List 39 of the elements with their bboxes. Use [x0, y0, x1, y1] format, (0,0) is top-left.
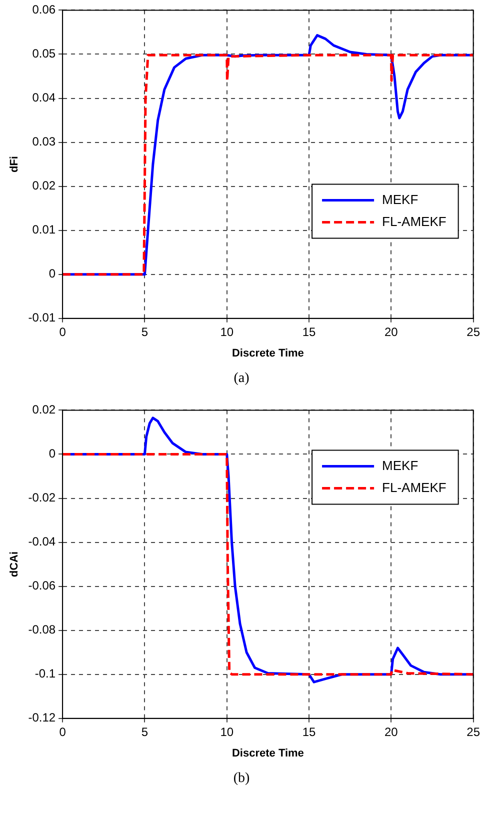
y-tick-label: -0.01 [28, 310, 56, 325]
y-tick-label: 0 [48, 266, 56, 281]
line-series [62, 452, 474, 676]
y-tick-label: 0 [48, 446, 56, 461]
y-tick-label: 0.02 [32, 402, 56, 417]
y-tick-label: -0.08 [28, 622, 56, 637]
x-tick-label: 25 [466, 324, 480, 339]
y-tick-label: 0.01 [32, 222, 56, 237]
x-tick-label: 5 [141, 324, 148, 339]
x-tick-label: 0 [59, 324, 66, 339]
y-tick-label: -0.12 [28, 710, 56, 725]
legend-label: FL-AMEKF [382, 214, 446, 229]
y-tick-label: 0.03 [32, 134, 56, 149]
x-tick-label: 25 [466, 724, 480, 739]
x-tick-label: 5 [141, 724, 148, 739]
y-tick-label: 0.06 [32, 2, 56, 17]
y-tick-label: -0.1 [34, 666, 56, 681]
x-tick-label: 20 [384, 724, 398, 739]
legend-label: FL-AMEKF [382, 480, 446, 495]
x-tick-label: 20 [384, 324, 398, 339]
y-tick-label: 0.02 [32, 178, 56, 193]
text: (b) [232, 770, 251, 788]
y-axis-title: dCAi [8, 551, 21, 578]
legend-label: MEKF [382, 192, 418, 207]
y-tick-label: -0.06 [28, 578, 56, 593]
x-tick-label: 0 [59, 724, 66, 739]
x-tick-label: 10 [220, 724, 234, 739]
y-tick-label: -0.04 [28, 534, 56, 549]
x-tick-label: 10 [220, 324, 234, 339]
y-tick-label: 0.04 [32, 90, 56, 105]
y-axis-title: dFi [8, 156, 21, 173]
x-tick-label: 15 [302, 324, 316, 339]
x-tick-label: 15 [302, 724, 316, 739]
x-axis-title: Discrete Time [232, 747, 304, 760]
legend-label: MEKF [382, 458, 418, 473]
y-tick-label: -0.02 [28, 490, 56, 505]
x-axis-title: Discrete Time [232, 347, 304, 360]
y-tick-label: 0.05 [32, 46, 56, 61]
text: (a) [232, 370, 250, 388]
